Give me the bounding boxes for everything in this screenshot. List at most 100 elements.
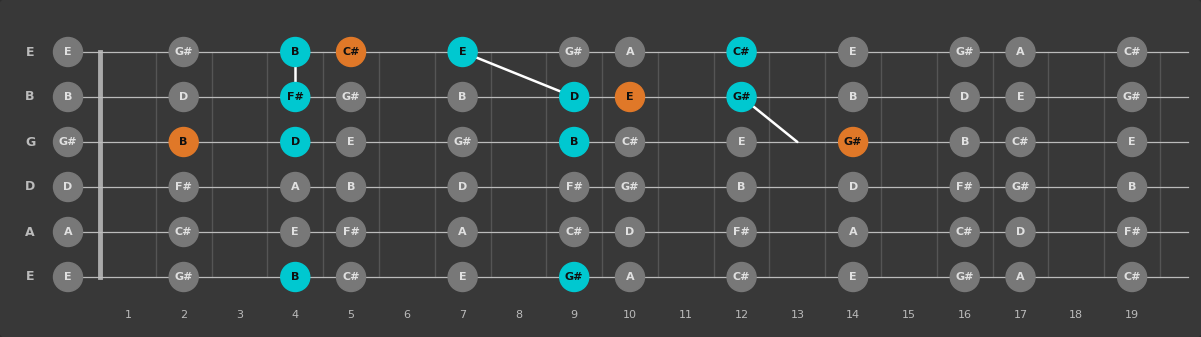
Text: G#: G# <box>454 137 472 147</box>
Text: B: B <box>961 137 969 147</box>
Circle shape <box>838 37 867 66</box>
Text: 10: 10 <box>623 310 637 320</box>
Text: G#: G# <box>174 272 193 282</box>
Text: D: D <box>1016 227 1026 237</box>
Circle shape <box>1006 127 1035 156</box>
Circle shape <box>169 37 198 66</box>
Text: A: A <box>1016 47 1024 57</box>
Circle shape <box>1006 173 1035 202</box>
Text: F#: F# <box>1124 227 1141 237</box>
Circle shape <box>950 83 979 112</box>
Text: 6: 6 <box>404 310 411 320</box>
Text: E: E <box>626 92 634 102</box>
Circle shape <box>169 83 198 112</box>
Text: 15: 15 <box>902 310 916 320</box>
Text: C#: C# <box>342 47 360 57</box>
Circle shape <box>169 173 198 202</box>
Text: 11: 11 <box>679 310 693 320</box>
Circle shape <box>448 263 477 292</box>
Circle shape <box>54 173 83 202</box>
Text: E: E <box>459 272 466 282</box>
Circle shape <box>1006 83 1035 112</box>
Text: B: B <box>347 182 355 192</box>
Text: 3: 3 <box>235 310 243 320</box>
Circle shape <box>560 173 588 202</box>
Circle shape <box>838 127 867 156</box>
Text: F#: F# <box>733 227 749 237</box>
Circle shape <box>838 217 867 246</box>
Circle shape <box>336 173 365 202</box>
Text: E: E <box>459 47 466 57</box>
Text: 8: 8 <box>515 310 522 320</box>
Text: D: D <box>179 92 189 102</box>
Text: 7: 7 <box>459 310 466 320</box>
Circle shape <box>336 263 365 292</box>
Circle shape <box>1118 83 1147 112</box>
Text: C#: C# <box>621 137 639 147</box>
Text: E: E <box>1128 137 1136 147</box>
Text: 19: 19 <box>1125 310 1140 320</box>
Text: G#: G# <box>174 47 193 57</box>
Circle shape <box>336 127 365 156</box>
Text: E: E <box>64 47 72 57</box>
Text: B: B <box>849 92 858 102</box>
Circle shape <box>336 37 365 66</box>
Text: E: E <box>1017 92 1024 102</box>
Circle shape <box>169 217 198 246</box>
Text: F#: F# <box>287 92 304 102</box>
Circle shape <box>615 217 645 246</box>
Circle shape <box>950 127 979 156</box>
Text: D: D <box>291 137 300 147</box>
Text: F#: F# <box>342 227 359 237</box>
Text: C#: C# <box>733 47 751 57</box>
Circle shape <box>448 217 477 246</box>
Circle shape <box>727 37 757 66</box>
Text: F#: F# <box>566 182 582 192</box>
Text: E: E <box>25 271 35 283</box>
Text: D: D <box>569 92 579 102</box>
Circle shape <box>560 217 588 246</box>
Circle shape <box>950 263 979 292</box>
Circle shape <box>281 173 310 202</box>
Circle shape <box>950 217 979 246</box>
Circle shape <box>838 173 867 202</box>
Text: G#: G# <box>564 47 584 57</box>
Text: C#: C# <box>175 227 192 237</box>
Circle shape <box>281 217 310 246</box>
Text: C#: C# <box>1123 272 1141 282</box>
Circle shape <box>281 83 310 112</box>
Circle shape <box>336 217 365 246</box>
Circle shape <box>1118 37 1147 66</box>
Text: B: B <box>291 272 299 282</box>
Text: G#: G# <box>844 137 862 147</box>
Text: E: E <box>25 45 35 59</box>
Text: C#: C# <box>342 272 360 282</box>
Text: B: B <box>459 92 467 102</box>
Circle shape <box>727 127 757 156</box>
Text: C#: C# <box>733 272 751 282</box>
Text: E: E <box>737 137 746 147</box>
Text: 2: 2 <box>180 310 187 320</box>
Text: C#: C# <box>1123 47 1141 57</box>
Text: D: D <box>458 182 467 192</box>
Text: E: E <box>849 272 858 282</box>
Text: 16: 16 <box>957 310 972 320</box>
Text: G#: G# <box>956 47 974 57</box>
Text: 17: 17 <box>1014 310 1028 320</box>
Text: D: D <box>25 181 35 193</box>
Text: A: A <box>25 225 35 239</box>
Circle shape <box>727 217 757 246</box>
Circle shape <box>448 83 477 112</box>
Text: G#: G# <box>733 92 751 102</box>
Circle shape <box>727 173 757 202</box>
Text: E: E <box>849 47 858 57</box>
Circle shape <box>281 127 310 156</box>
Circle shape <box>336 83 365 112</box>
Circle shape <box>615 173 645 202</box>
Text: B: B <box>737 182 746 192</box>
Text: E: E <box>347 137 354 147</box>
Text: B: B <box>1128 182 1136 192</box>
Text: D: D <box>626 227 634 237</box>
Text: B: B <box>64 92 72 102</box>
Text: C#: C# <box>566 227 582 237</box>
